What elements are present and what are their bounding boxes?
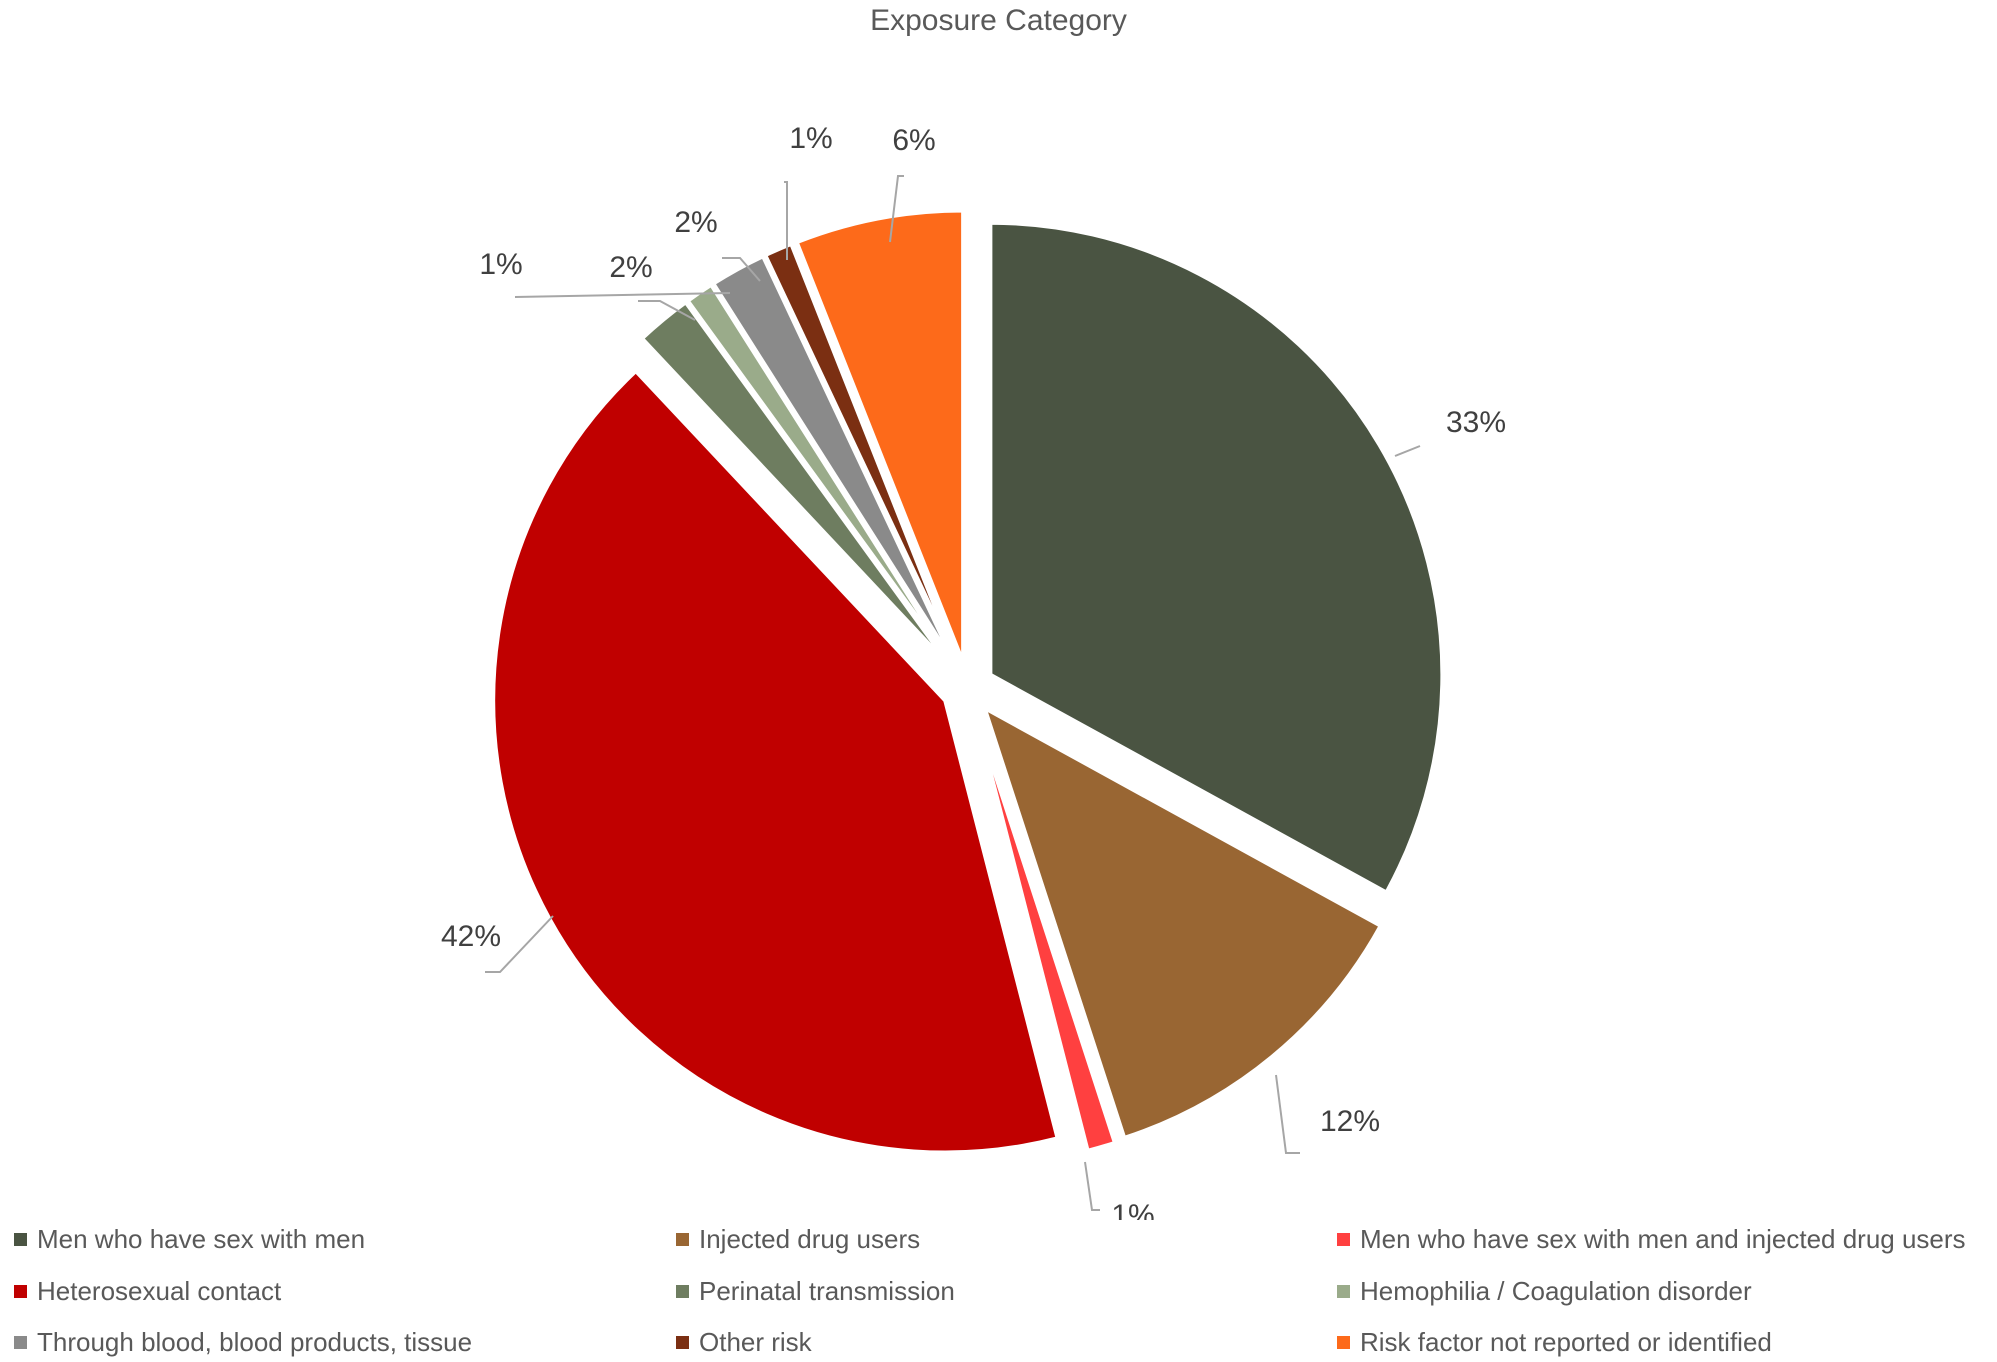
legend-label: Perinatal transmission xyxy=(699,1276,955,1306)
legend-item: Hemophilia / Coagulation disorder xyxy=(1337,1276,1752,1307)
pie-slice xyxy=(710,253,958,667)
legend: Men who have sex with men Injected drug u… xyxy=(14,1224,1989,1358)
legend-swatch xyxy=(14,1285,27,1298)
legend-label: Heterosexual contact xyxy=(37,1276,282,1306)
leader-line xyxy=(485,915,554,973)
legend-label: Other risk xyxy=(699,1327,812,1357)
legend-item: Men who have sex with men and injected d… xyxy=(1337,1224,1966,1255)
legend-item: Perinatal transmission xyxy=(676,1276,955,1307)
legend-label: Injected drug users xyxy=(699,1224,921,1254)
data-label: 1% xyxy=(479,248,522,281)
leader-line xyxy=(514,292,731,298)
leader-line xyxy=(638,300,696,321)
legend-item: Men who have sex with men xyxy=(14,1224,365,1255)
pie-slice xyxy=(639,299,954,670)
legend-item: Through blood, blood products, tissue xyxy=(14,1327,472,1358)
leader-line xyxy=(889,175,904,243)
legend-label: Risk factor not reported or identified xyxy=(1360,1327,1772,1357)
pie-slice xyxy=(973,712,1118,1154)
pie-slice xyxy=(491,368,1061,1155)
data-label: 33% xyxy=(1446,406,1506,439)
legend-swatch xyxy=(676,1233,689,1246)
legend-label: Men who have sex with men and injected d… xyxy=(1360,1224,1966,1254)
legend-label: Through blood, blood products, tissue xyxy=(37,1327,473,1357)
leader-line xyxy=(722,257,761,282)
pie-chart: 33% 12% 1% 42% 2% 1% 2% 1% 6% xyxy=(441,122,1506,1220)
data-label: 1% xyxy=(1111,1199,1154,1220)
chart-title: Exposure Category xyxy=(870,4,1127,37)
leader-line xyxy=(1394,445,1421,457)
pie-slice xyxy=(762,241,960,665)
legend-swatch xyxy=(1337,1285,1350,1298)
legend-item: Other risk xyxy=(676,1327,812,1358)
leader-line xyxy=(784,181,788,260)
data-label: 42% xyxy=(441,920,501,953)
legend-label: Men who have sex with men xyxy=(37,1224,366,1254)
data-label: 6% xyxy=(892,124,935,157)
legend-swatch xyxy=(1337,1336,1350,1349)
leader-line xyxy=(1275,1074,1300,1154)
legend-swatch xyxy=(14,1336,27,1349)
pie-slice xyxy=(794,208,966,664)
legend-swatch xyxy=(14,1233,27,1246)
data-label: 12% xyxy=(1320,1105,1380,1138)
data-label: 2% xyxy=(674,206,717,239)
legend-item: Heterosexual contact xyxy=(14,1276,281,1307)
pie-slice xyxy=(988,220,1445,896)
leader-line xyxy=(1084,1161,1100,1211)
pie-slice xyxy=(981,703,1384,1141)
data-label: 1% xyxy=(789,122,832,155)
legend-item: Risk factor not reported or identified xyxy=(1337,1327,1772,1358)
legend-label: Hemophilia / Coagulation disorder xyxy=(1360,1276,1752,1306)
data-label: 2% xyxy=(609,251,652,284)
legend-swatch xyxy=(676,1285,689,1298)
legend-item: Injected drug users xyxy=(676,1224,920,1255)
legend-swatch xyxy=(676,1336,689,1349)
legend-swatch xyxy=(1337,1233,1350,1246)
